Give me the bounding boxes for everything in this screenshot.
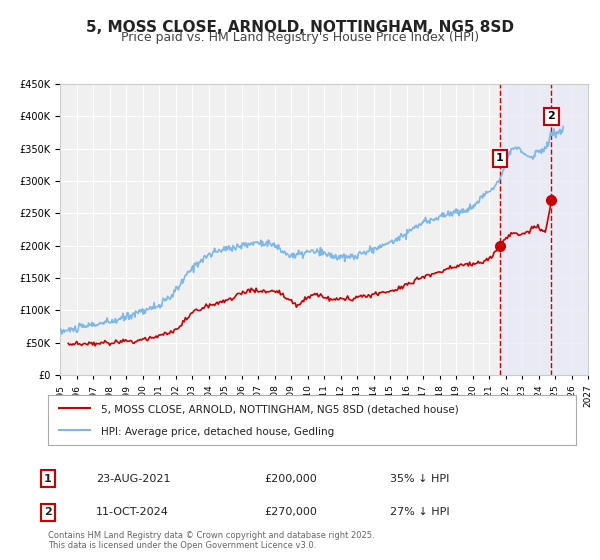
Text: 11-OCT-2024: 11-OCT-2024 xyxy=(96,507,169,517)
Text: HPI: Average price, detached house, Gedling: HPI: Average price, detached house, Gedl… xyxy=(101,427,334,437)
Text: 2: 2 xyxy=(44,507,52,517)
Text: £200,000: £200,000 xyxy=(264,474,317,484)
Text: 5, MOSS CLOSE, ARNOLD, NOTTINGHAM, NG5 8SD: 5, MOSS CLOSE, ARNOLD, NOTTINGHAM, NG5 8… xyxy=(86,20,514,35)
Text: 35% ↓ HPI: 35% ↓ HPI xyxy=(390,474,449,484)
Text: 5, MOSS CLOSE, ARNOLD, NOTTINGHAM, NG5 8SD (detached house): 5, MOSS CLOSE, ARNOLD, NOTTINGHAM, NG5 8… xyxy=(101,405,458,415)
Text: 23-AUG-2021: 23-AUG-2021 xyxy=(96,474,170,484)
Text: Price paid vs. HM Land Registry's House Price Index (HPI): Price paid vs. HM Land Registry's House … xyxy=(121,31,479,44)
Text: 27% ↓ HPI: 27% ↓ HPI xyxy=(390,507,449,517)
Text: 2: 2 xyxy=(547,111,555,122)
Text: Contains HM Land Registry data © Crown copyright and database right 2025.
This d: Contains HM Land Registry data © Crown c… xyxy=(48,530,374,550)
Bar xyxy=(500,84,588,375)
Text: 1: 1 xyxy=(496,153,503,164)
Text: 1: 1 xyxy=(44,474,52,484)
Text: £270,000: £270,000 xyxy=(264,507,317,517)
